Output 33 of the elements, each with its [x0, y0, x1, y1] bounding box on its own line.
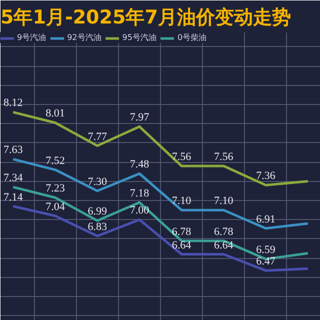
data-label: 6.47 — [256, 256, 276, 268]
data-label: 7.77 — [88, 130, 108, 143]
data-label: 6.91 — [256, 213, 276, 226]
data-label: 7.00 — [130, 204, 150, 217]
data-label: 7.48 — [130, 158, 150, 171]
data-label: 6.99 — [88, 206, 108, 218]
data-label: 6.78 — [172, 226, 192, 238]
data-label: 6.83 — [88, 221, 108, 234]
data-label: 7.23 — [46, 182, 66, 195]
legend-label: 0号柴油 — [177, 32, 207, 43]
data-label: 6.64 — [214, 239, 234, 252]
legend-label: 92号汽油 — [67, 32, 102, 43]
data-label: 7.56 — [172, 150, 192, 163]
data-label: 7.04 — [46, 200, 66, 213]
data-label: 6.78 — [214, 226, 234, 238]
data-label: 7.10 — [214, 195, 234, 208]
chart-title: 5年1月-2025年7月油价变动走势 — [0, 6, 291, 28]
data-label: 7.36 — [256, 170, 276, 182]
data-label: 7.10 — [172, 195, 192, 208]
data-label: 6.64 — [172, 239, 192, 252]
data-label: 8.12 — [4, 97, 23, 110]
data-label: 7.52 — [46, 154, 65, 167]
data-label: 7.18 — [130, 187, 150, 200]
data-label: 7.97 — [130, 112, 150, 124]
data-label: 7.63 — [4, 144, 24, 156]
data-label: 6.59 — [256, 244, 276, 256]
data-label: 8.01 — [46, 108, 65, 120]
data-label: 7.56 — [214, 150, 234, 163]
data-label: 7.14 — [4, 191, 24, 204]
data-label: 7.30 — [88, 176, 108, 188]
data-label: 7.34 — [4, 172, 24, 184]
legend-label: 95号汽油 — [122, 32, 156, 43]
legend-label: 9号汽油 — [17, 32, 46, 43]
